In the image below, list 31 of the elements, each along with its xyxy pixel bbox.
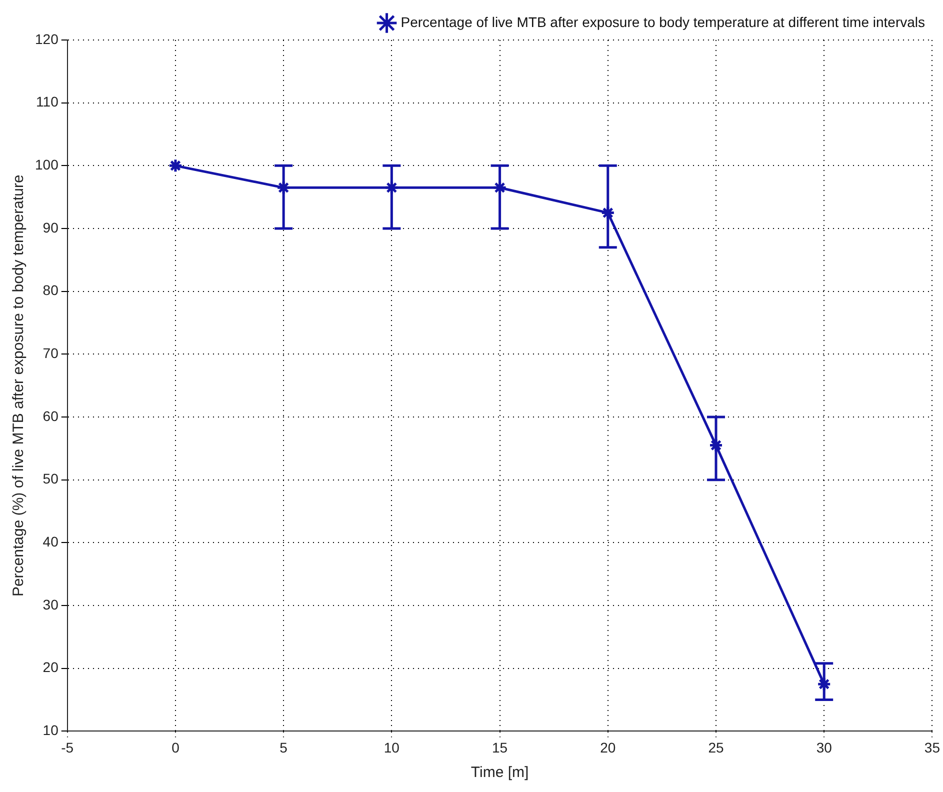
point: [492, 180, 508, 195]
point: [384, 180, 399, 195]
y-axis-title: Percentage (%) of live MTB after exposure to body temperature: [10, 174, 28, 597]
y-tick-label: 30: [42, 596, 59, 612]
x-tick-label: 35: [924, 739, 940, 756]
x-tick-label: 15: [492, 739, 508, 756]
x-tick-label: 10: [384, 739, 400, 756]
x-tick-label: 25: [708, 739, 724, 756]
point: [816, 676, 832, 692]
y-tick-label: 20: [42, 659, 59, 676]
point: [600, 206, 616, 220]
x-tick-label: -5: [61, 739, 74, 756]
y-tick-label: 120: [35, 30, 59, 47]
y-tick-label: 50: [42, 470, 59, 487]
x-tick-label: 30: [816, 739, 832, 756]
x-tick-label: 5: [280, 739, 288, 756]
y-tick-label: 80: [42, 282, 59, 298]
y-tick-label: 60: [42, 408, 59, 424]
y-tick-label: 70: [42, 345, 59, 362]
point: [276, 180, 291, 195]
y-tick-label: 90: [42, 219, 59, 236]
x-tick-label: 20: [600, 739, 616, 756]
x-axis-title: Time [m]: [470, 764, 529, 782]
y-tick-label: 40: [42, 534, 59, 550]
legend-label: Percentage of live MTB after exposure to body temperature at different time intervals: [400, 14, 926, 30]
x-tick-label: 0: [172, 739, 180, 756]
point: [168, 158, 183, 173]
y-tick-label: 110: [36, 94, 59, 110]
y-tick-label: 10: [42, 722, 59, 738]
point: [708, 438, 724, 453]
y-tick-label: 100: [35, 156, 59, 173]
